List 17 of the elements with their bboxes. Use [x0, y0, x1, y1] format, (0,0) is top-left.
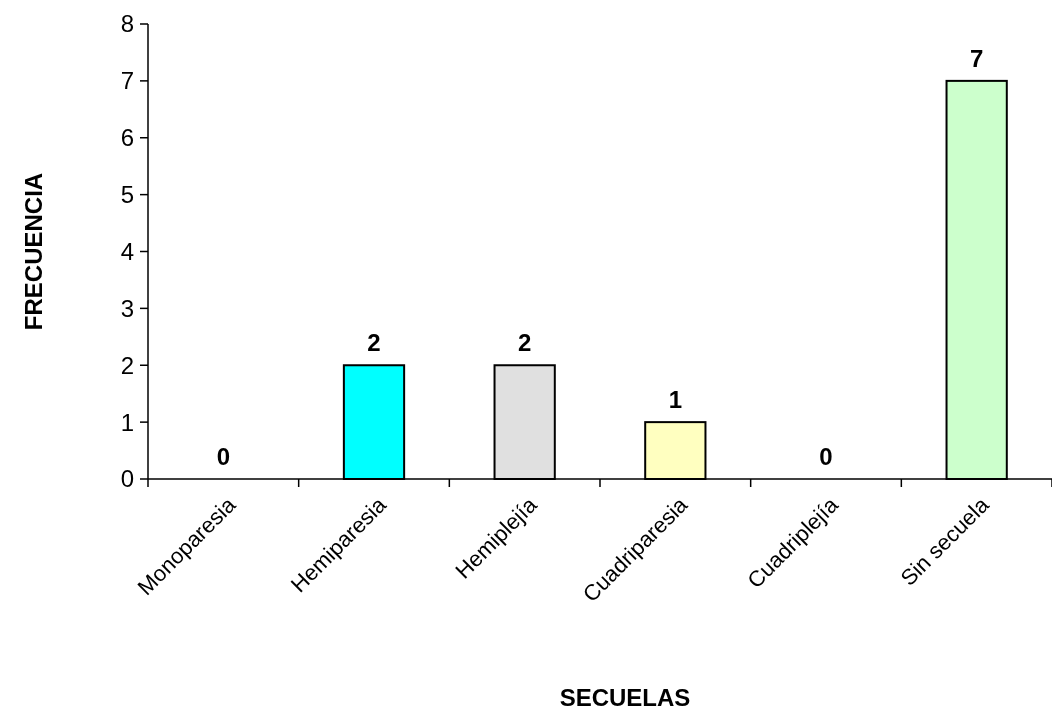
y-tick-label: 0	[120, 465, 134, 493]
data-label: 7	[969, 44, 984, 72]
y-tick-label: 3	[120, 294, 134, 322]
y-tick-label: 6	[120, 124, 134, 152]
data-label: 1	[668, 386, 683, 414]
y-axis-title: FRECUENCIA	[20, 172, 47, 331]
y-tick-label: 7	[120, 67, 134, 95]
data-label: 2	[367, 329, 381, 357]
y-tick-label: 8	[120, 10, 134, 38]
data-label: 0	[216, 443, 231, 470]
y-tick-label: 1	[120, 408, 134, 436]
y-tick-label: 5	[120, 181, 134, 209]
y-tick-label: 4	[120, 237, 134, 265]
y-tick-label: 2	[120, 351, 134, 379]
data-label: 2	[517, 329, 532, 357]
data-label: 0	[819, 443, 833, 470]
x-axis-title: SECUELAS	[559, 684, 691, 711]
